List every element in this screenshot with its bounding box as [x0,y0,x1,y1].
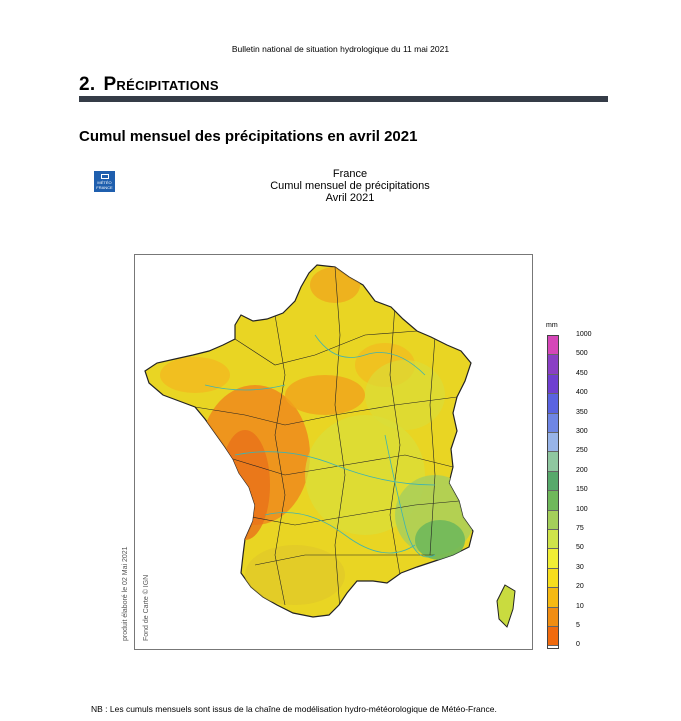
legend-color-cell [548,627,558,647]
legend-label: 150 [576,486,588,494]
legend-label: 10 [576,602,584,610]
legend-color-cell [548,374,558,395]
legend-label: 75 [576,525,584,532]
france-map-image [144,264,516,628]
bulletin-header: Bulletin national de situation hydrologi… [231,44,450,54]
page-subtitle: Cumul mensuel des précipitations en avri… [79,128,418,145]
map-title-line-3: Avril 2021 [325,192,375,204]
legend-color-cell [548,433,558,453]
legend-label: 200 [576,466,588,474]
legend-color-cell [548,413,558,433]
legend-label: 350 [576,408,588,416]
color-legend [547,335,559,649]
meteo-france-logo: MÉTÉO FRANCE [94,171,115,192]
map-title-line-1: France [332,168,368,180]
legend-color-cell [548,510,558,530]
credit-basemap: Fond de Carte © IGN [143,574,150,641]
precipitation-map [134,254,533,650]
legend-color-cell [548,530,558,550]
legend-label: 450 [576,369,588,377]
map-title: France Cumul mensuel de précipitations A… [200,168,500,204]
legend-label: 5 [576,622,580,629]
logo-text-2: FRANCE [96,185,113,190]
footnote: NB : Les cumuls mensuels sont issus de l… [91,704,497,714]
legend-label: 300 [576,428,588,435]
legend-unit: mm [546,322,558,329]
legend-color-cell [548,471,558,492]
legend-label: 500 [576,350,588,358]
section-divider [79,96,608,102]
legend-color-cell [548,588,558,608]
legend-label: 20 [576,583,584,591]
map-title-line-2: Cumul mensuel de précipitations [270,180,430,192]
legend-label: 250 [576,447,588,455]
legend-label: 0 [576,641,580,649]
legend-color-cell [548,394,558,414]
credit-produced: produit élaboré le 02 Mai 2021 [122,546,129,641]
legend-label: 400 [576,389,588,397]
logo-text-1: MÉTÉO [97,180,112,185]
section-title: 2. Précipitations [79,74,219,96]
legend-color-cell [548,452,558,472]
section-title-text: Précipitations [103,74,219,95]
legend-color-cell [548,607,558,627]
section-number: 2. [79,74,96,95]
legend-color-cell [548,491,558,511]
legend-color-cell [548,549,558,569]
legend-color-cell [548,336,558,356]
legend-color-cell [548,355,558,375]
legend-label: 1000 [576,331,592,338]
logo-mark-icon [100,174,109,179]
legend-label: 50 [576,544,584,552]
legend-label: 100 [576,505,588,513]
legend-color-cell [548,568,558,589]
legend-label: 30 [576,563,584,571]
